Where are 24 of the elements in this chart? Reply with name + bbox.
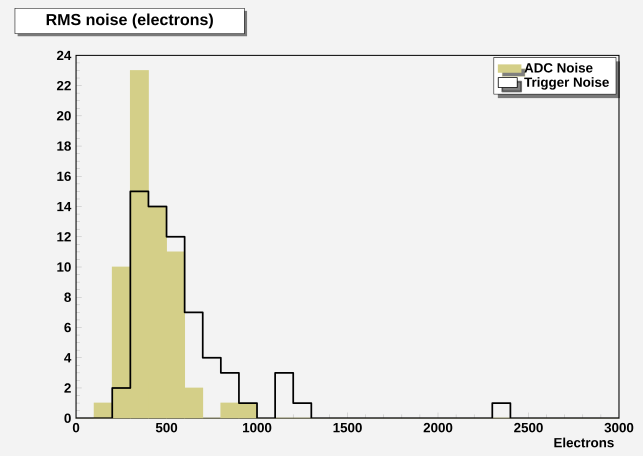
y-tick-label: 12	[57, 232, 71, 242]
x-tick-label: 2500	[514, 422, 543, 432]
y-tick-label: 8	[64, 292, 71, 302]
x-tick-label: 1000	[243, 422, 272, 432]
x-tick-label: 500	[156, 422, 178, 432]
y-tick-label: 24	[56, 50, 72, 60]
x-tick-label: 2000	[424, 422, 452, 432]
y-tick-label: 6	[64, 322, 71, 332]
legend-label: ADC Noise	[524, 62, 593, 72]
y-tick-label: 10	[57, 262, 71, 272]
x-tick-label: 3000	[604, 422, 634, 432]
x-tick-label: 0	[72, 422, 80, 432]
x-tick-label: 1500	[334, 422, 362, 432]
y-tick-label: 18	[57, 141, 71, 151]
y-tick-label: 2	[64, 383, 71, 393]
chart-title: RMS noise (electrons)	[46, 13, 213, 28]
y-tick-label: 4	[64, 353, 72, 362]
y-tick-label: 16	[57, 171, 71, 181]
y-tick-label: 20	[56, 111, 71, 120]
legend-label: Trigger Noise	[524, 77, 609, 90]
y-tick-label: 0	[64, 413, 71, 423]
y-tick-label: 14	[57, 202, 72, 212]
x-axis-title: Electrons	[554, 437, 614, 448]
y-tick-label: 22	[56, 80, 71, 90]
